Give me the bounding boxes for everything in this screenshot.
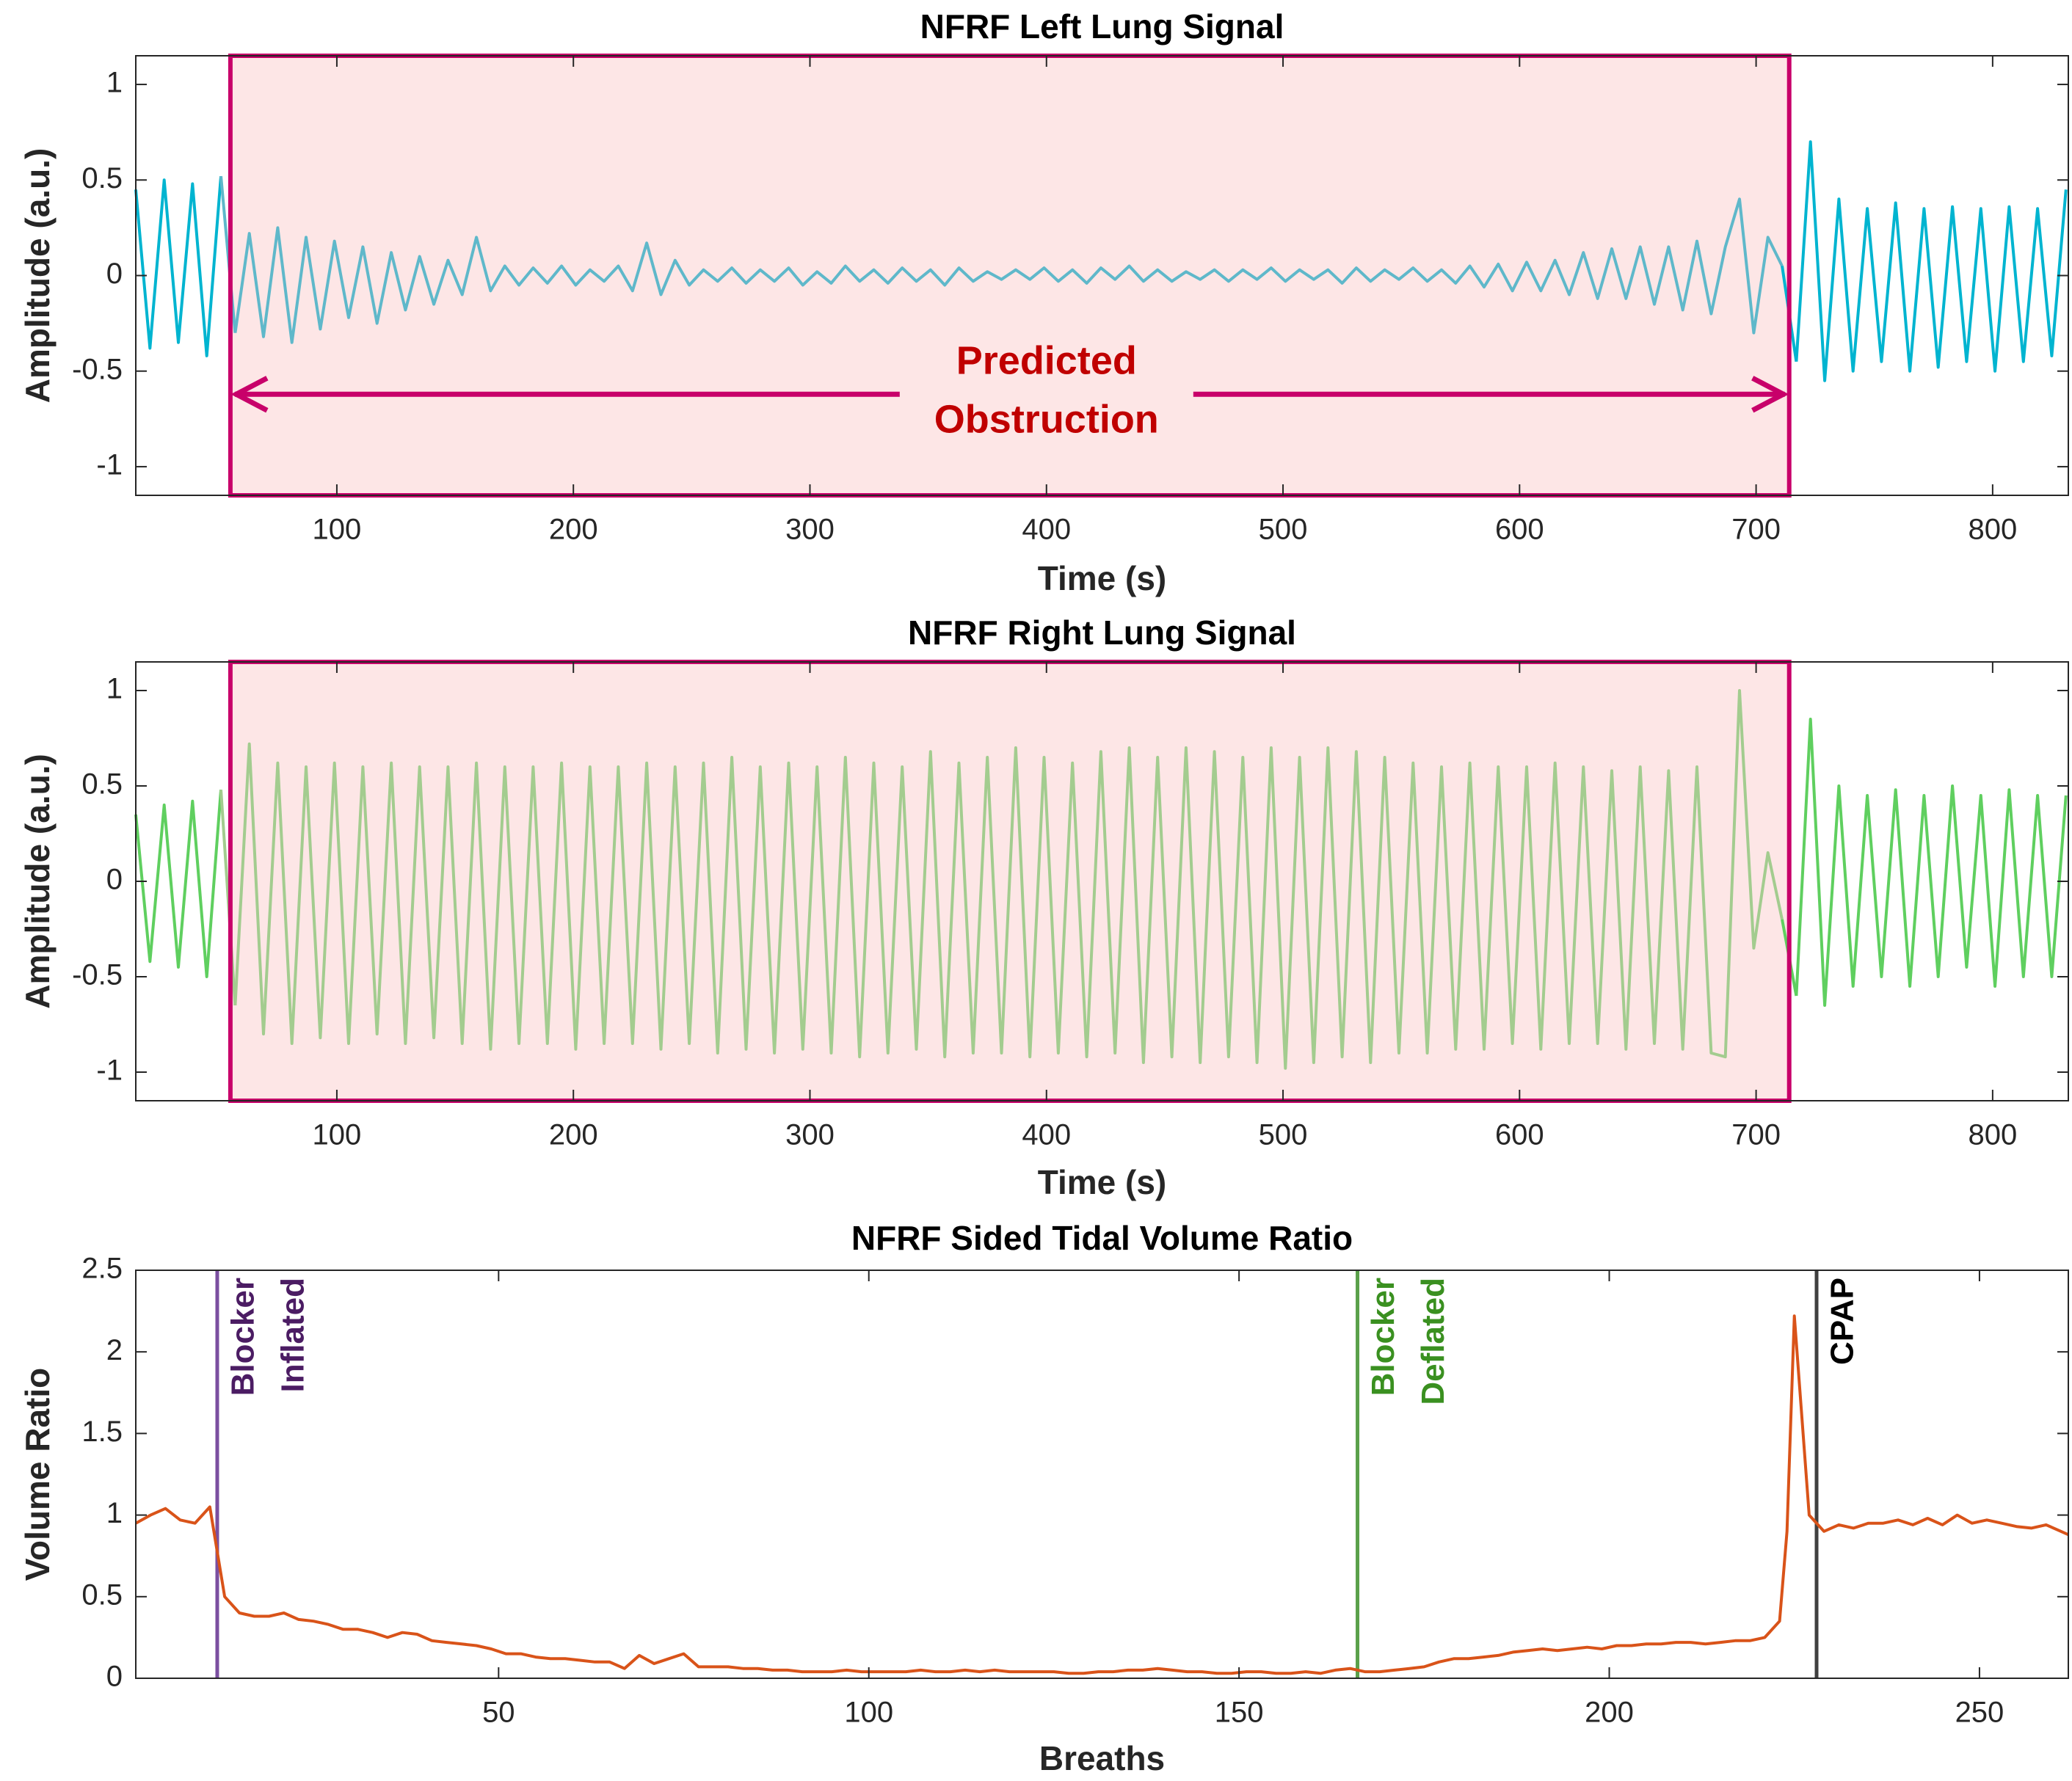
x-tick-label: 600 xyxy=(1495,514,1544,546)
y-tick-label: -0.5 xyxy=(72,959,123,991)
x-tick-label: 400 xyxy=(1022,1119,1071,1151)
x-tick-label: 700 xyxy=(1731,1119,1781,1151)
x-tick-label: 150 xyxy=(1215,1697,1264,1729)
axes-box xyxy=(135,1270,2069,1679)
y-axis-label: Amplitude (a.u.) xyxy=(18,148,57,404)
signal-line xyxy=(134,790,222,978)
event-label: Deflated xyxy=(1415,1278,1451,1405)
y-tick-label: 2.5 xyxy=(81,1253,123,1285)
x-tick-label: 200 xyxy=(549,514,598,546)
x-tick-label: 300 xyxy=(785,1119,835,1151)
y-tick-label: 2 xyxy=(106,1334,123,1366)
y-tick-label: 0 xyxy=(106,1661,123,1693)
chart-title: NFRF Left Lung Signal xyxy=(920,7,1284,45)
y-tick-label: -1 xyxy=(96,448,123,481)
x-tick-label: 700 xyxy=(1731,514,1781,546)
arrow-head xyxy=(1751,376,1789,413)
x-tick-label: 100 xyxy=(844,1697,893,1729)
signal-line xyxy=(134,175,222,357)
y-tick-label: -0.5 xyxy=(72,353,123,385)
y-tick-label: 1 xyxy=(106,67,123,99)
signal-line xyxy=(233,689,1784,1070)
signal-line xyxy=(1795,718,2068,1007)
event-label: Blocker xyxy=(225,1278,261,1396)
x-tick-label: 800 xyxy=(1968,514,2017,546)
x-axis-label: Time (s) xyxy=(1038,559,1167,597)
signal-connector xyxy=(219,790,237,1006)
event-label: CPAP xyxy=(1825,1278,1861,1365)
x-tick-label: 100 xyxy=(313,514,362,546)
x-tick-label: 300 xyxy=(785,514,835,546)
event-label: Inflated xyxy=(275,1278,311,1392)
x-tick-label: 250 xyxy=(1955,1697,2004,1729)
y-tick-label: -1 xyxy=(96,1055,123,1087)
y-tick-label: 1 xyxy=(106,673,123,705)
signal-line xyxy=(135,1314,2069,1675)
y-axis-label: Volume Ratio xyxy=(18,1368,57,1581)
annotation: Obstruction xyxy=(934,397,1159,441)
y-tick-label: 0.5 xyxy=(81,162,123,194)
x-axis-label: Time (s) xyxy=(1038,1163,1167,1201)
x-tick-label: 600 xyxy=(1495,1119,1544,1151)
y-tick-label: 0 xyxy=(106,258,123,290)
x-tick-label: 200 xyxy=(1585,1697,1634,1729)
arrow-head xyxy=(230,376,269,413)
annotation: Predicted xyxy=(956,338,1137,382)
x-tick-label: 100 xyxy=(313,1119,362,1151)
event-label: Blocker xyxy=(1365,1278,1401,1396)
y-tick-label: 1.5 xyxy=(81,1416,123,1448)
x-tick-label: 800 xyxy=(1968,1119,2017,1151)
x-tick-label: 50 xyxy=(482,1697,515,1729)
y-tick-label: 0 xyxy=(106,864,123,896)
signal-line xyxy=(233,197,1784,344)
y-tick-label: 1 xyxy=(106,1497,123,1529)
chart-title: NFRF Right Lung Signal xyxy=(908,613,1296,652)
signal-connector xyxy=(219,175,237,333)
x-tick-label: 400 xyxy=(1022,514,1071,546)
x-tick-label: 500 xyxy=(1259,1119,1308,1151)
chart-title: NFRF Sided Tidal Volume Ratio xyxy=(851,1219,1353,1257)
x-tick-label: 200 xyxy=(549,1119,598,1151)
y-tick-label: 0.5 xyxy=(81,1578,123,1611)
y-tick-label: 0.5 xyxy=(81,768,123,801)
y-axis-label: Amplitude (a.u.) xyxy=(18,754,57,1009)
x-tick-label: 500 xyxy=(1259,514,1308,546)
signal-line xyxy=(1795,140,2068,382)
x-axis-label: Breaths xyxy=(1039,1739,1165,1777)
